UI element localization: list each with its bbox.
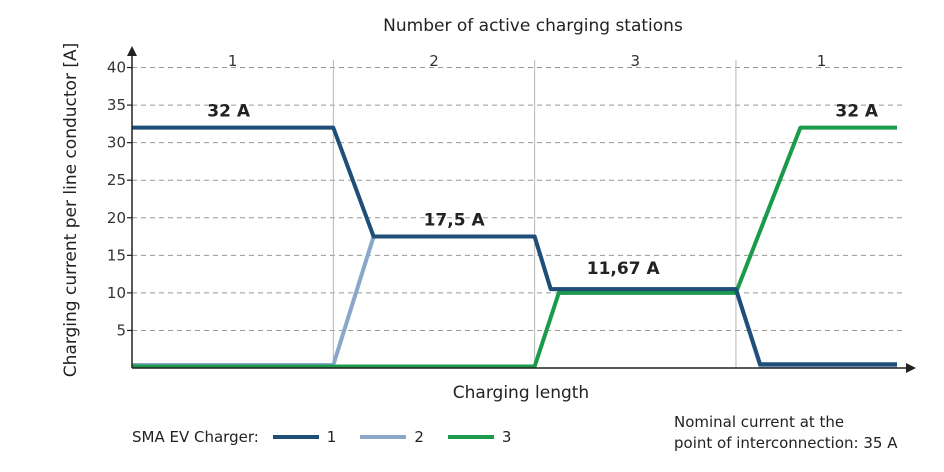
y-axis-label: Charging current per line conductor [A] (61, 43, 81, 377)
legend-swatch-1 (272, 435, 319, 439)
legend-label-3: 3 (501, 428, 512, 446)
note-line-1: Nominal current at the (674, 413, 845, 431)
value-callout: 11,67 A (587, 259, 661, 279)
annotations: 32 A 17,5 A 11,67 A 32 A (207, 101, 879, 279)
y-tick-label: 15 (107, 246, 126, 264)
grid-lines (127, 66, 905, 332)
value-callout: 32 A (835, 101, 879, 121)
phase-dividers (332, 60, 737, 368)
phase-label: 1 (228, 52, 238, 70)
y-tick-label: 30 (107, 134, 126, 152)
legend-label-1: 1 (326, 428, 337, 446)
legend-swatch-2 (360, 435, 407, 439)
value-callout: 17,5 A (424, 210, 486, 230)
x-axis-label: Charging length (453, 383, 589, 403)
legend-item-2: 2 (360, 428, 424, 446)
axes (127, 46, 916, 373)
phase-label: 1 (817, 52, 827, 70)
legend-title: SMA EV Charger: (132, 428, 259, 446)
nominal-current-note: Nominal current at the point of intercon… (674, 412, 897, 454)
series-line-1 (132, 125, 897, 367)
phase-label: 3 (631, 52, 641, 70)
legend: SMA EV Charger: 1 2 3 (132, 428, 535, 446)
legend-item-3: 3 (447, 428, 512, 446)
legend-swatch-3 (447, 435, 494, 439)
y-tick-label: 25 (107, 171, 126, 189)
y-tick-label: 10 (107, 284, 126, 302)
series-line-2 (132, 234, 897, 368)
legend-item-1: 1 (272, 428, 337, 446)
y-tick-label: 40 (107, 59, 126, 77)
y-tick-label: 20 (107, 209, 126, 227)
phase-labels: 1 2 3 1 (228, 52, 826, 70)
chart-title: Number of active charging stations (383, 16, 683, 36)
y-tick-label: 35 (107, 96, 126, 114)
y-tick-label: 5 (116, 321, 126, 339)
legend-label-2: 2 (414, 428, 424, 446)
series-line-3 (132, 125, 897, 369)
series-lines (132, 125, 897, 369)
x-axis-arrow-icon (906, 363, 916, 373)
value-callout: 32 A (207, 101, 251, 121)
y-tick-labels: 5 10 15 20 25 30 35 40 (107, 59, 126, 340)
phase-label: 2 (429, 52, 439, 70)
y-axis-arrow-icon (127, 46, 137, 56)
note-line-2: point of interconnection: 35 A (674, 434, 898, 452)
